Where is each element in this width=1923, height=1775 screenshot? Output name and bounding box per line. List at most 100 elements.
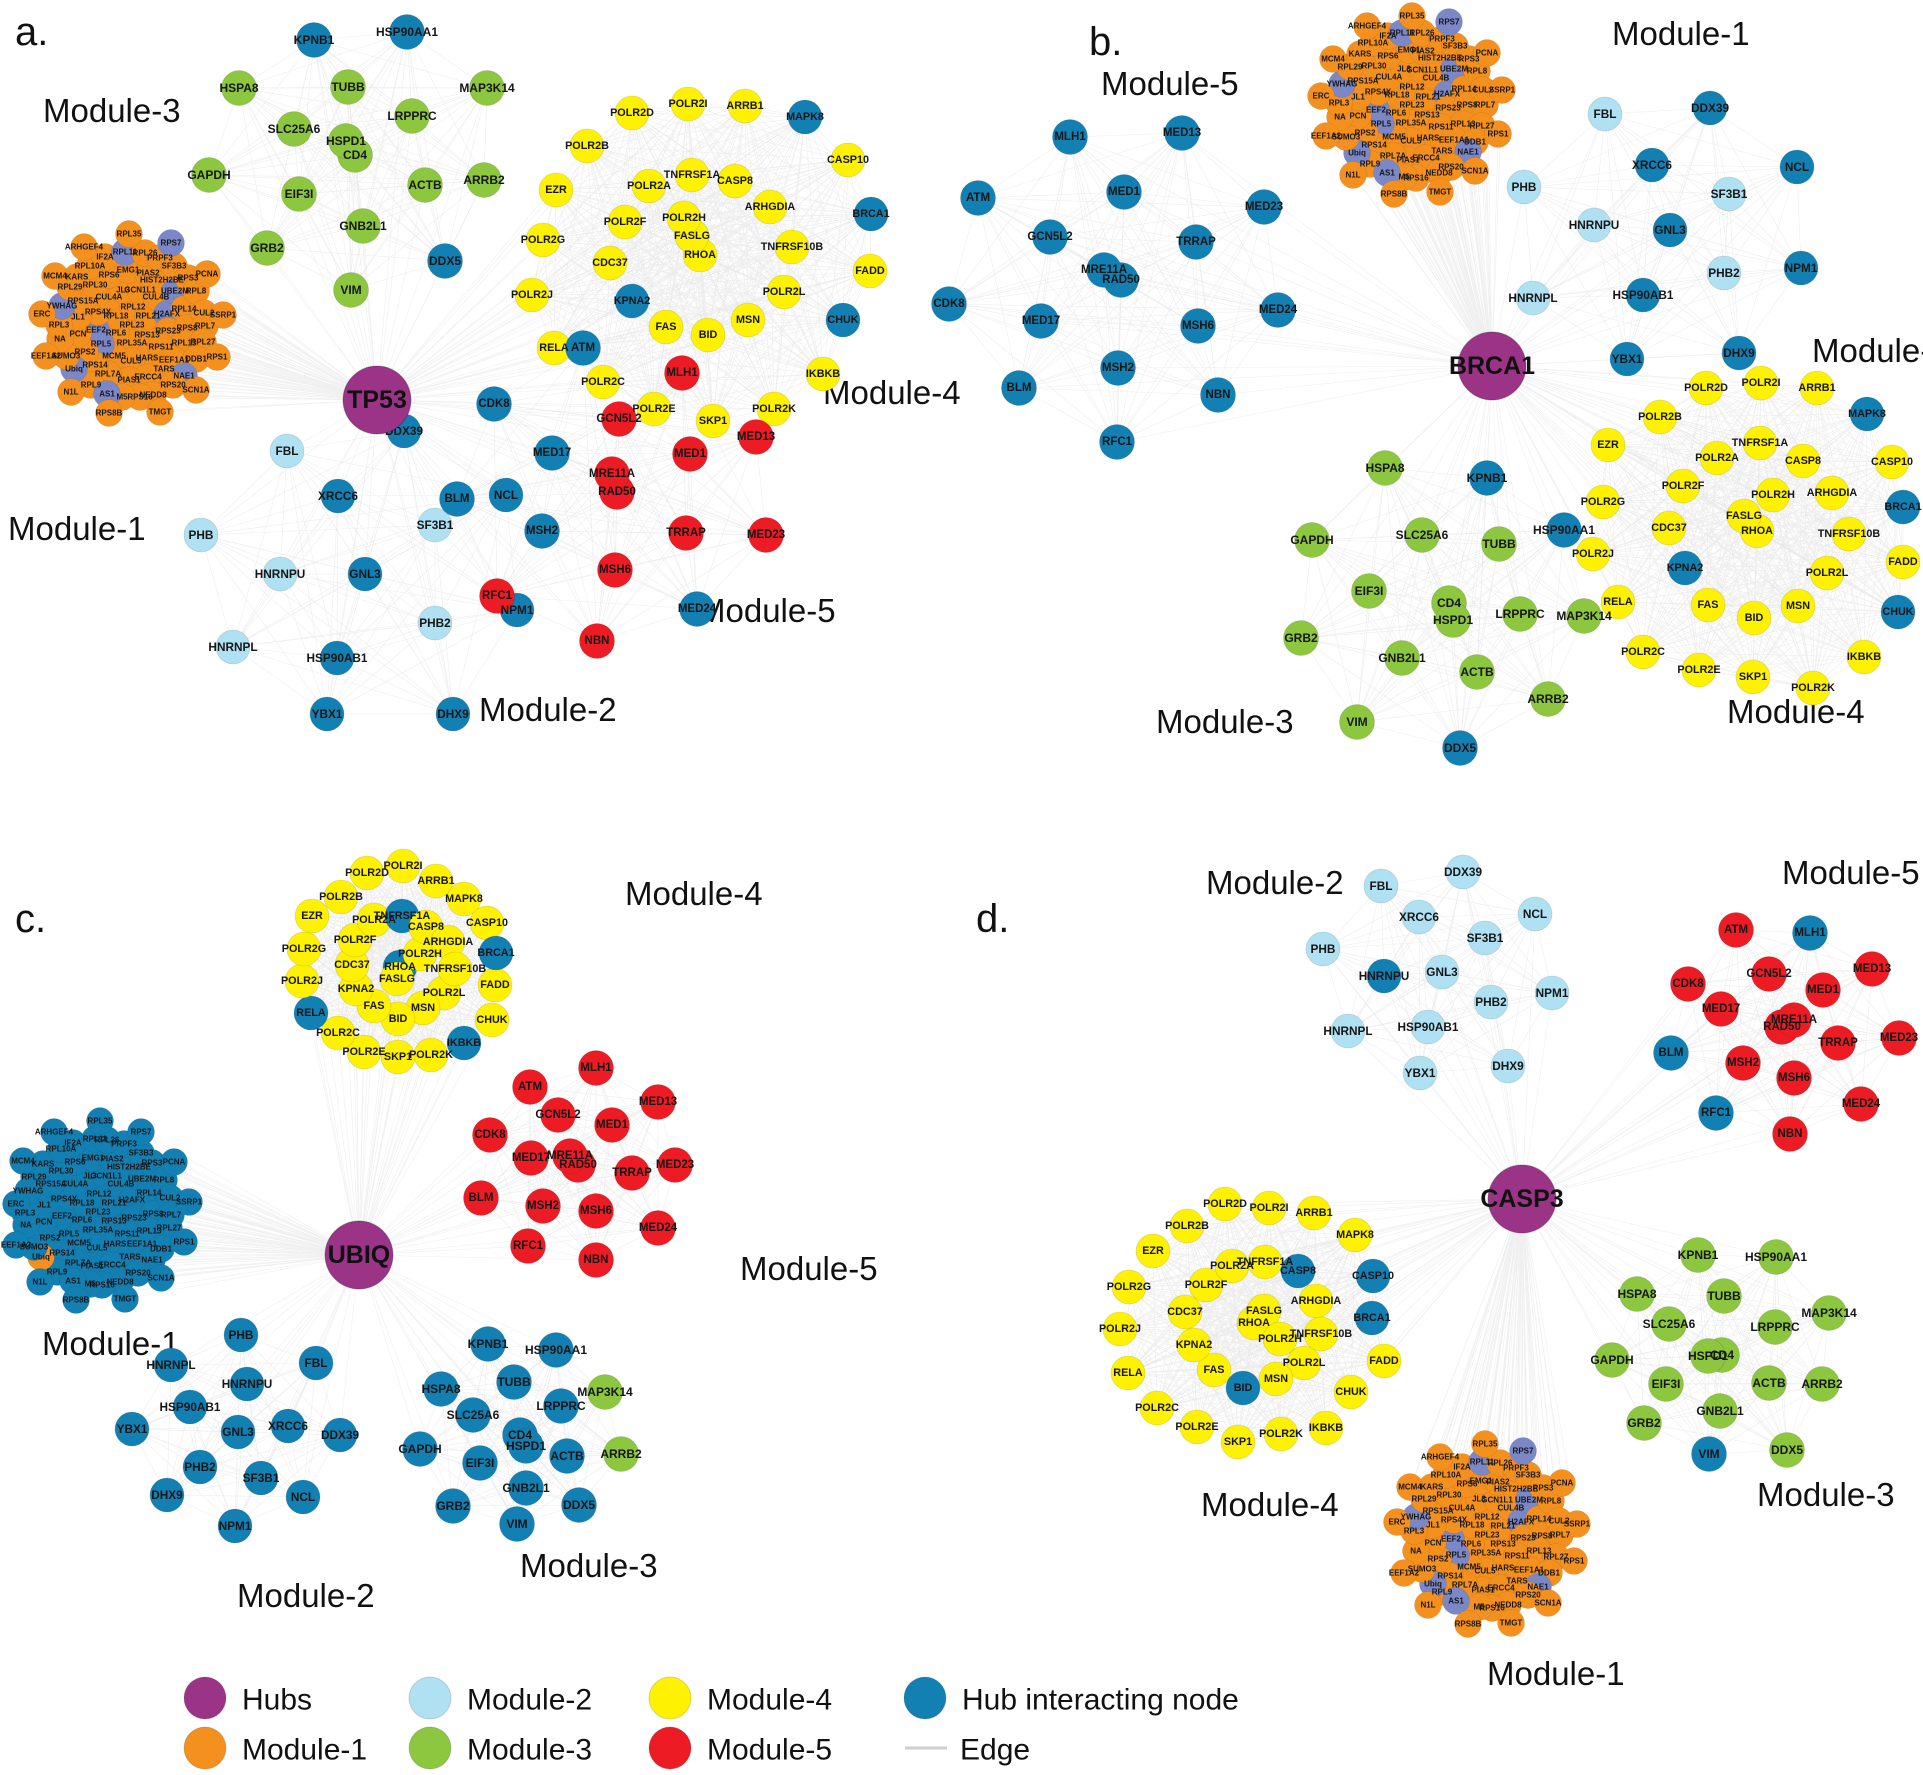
svg-text:RPL9: RPL9 [1360, 160, 1381, 169]
svg-text:RPS14: RPS14 [49, 1249, 75, 1258]
svg-text:RPL27: RPL27 [157, 1224, 182, 1233]
svg-text:CASP8: CASP8 [408, 921, 444, 933]
svg-text:KPNB1: KPNB1 [468, 1337, 509, 1351]
svg-text:RPL12: RPL12 [87, 1190, 112, 1199]
svg-text:SCN1A: SCN1A [182, 386, 209, 395]
svg-text:XRCC6: XRCC6 [1632, 158, 1672, 172]
svg-text:PHB: PHB [189, 528, 214, 542]
svg-text:AS1: AS1 [1379, 169, 1395, 178]
svg-text:POLR2D: POLR2D [1684, 382, 1728, 394]
svg-text:NA: NA [1334, 113, 1346, 122]
svg-text:GNB2L1: GNB2L1 [339, 219, 387, 233]
svg-text:CD4: CD4 [1437, 596, 1461, 610]
svg-text:VIM: VIM [340, 283, 361, 297]
svg-text:SF3B1: SF3B1 [1711, 187, 1748, 201]
svg-text:BID: BID [389, 1013, 408, 1025]
svg-text:ARRB2: ARRB2 [1527, 692, 1569, 706]
svg-text:NBN: NBN [584, 1254, 609, 1266]
svg-text:M5: M5 [84, 1280, 96, 1289]
svg-text:ERCC4: ERCC4 [134, 373, 162, 382]
svg-text:CDK8: CDK8 [933, 298, 965, 310]
svg-text:RPL9: RPL9 [47, 1268, 68, 1277]
svg-text:TRRAP: TRRAP [1176, 236, 1216, 248]
svg-text:MRE11A: MRE11A [589, 468, 635, 480]
svg-text:PCN: PCN [1350, 112, 1367, 121]
svg-text:EZR: EZR [301, 910, 323, 922]
svg-text:YBX1: YBX1 [117, 1422, 148, 1436]
svg-text:GAPDH: GAPDH [1290, 533, 1333, 547]
svg-text:KARS: KARS [66, 273, 89, 282]
svg-text:YWHAG: YWHAG [47, 302, 78, 311]
svg-text:SF3B3: SF3B3 [1443, 42, 1468, 51]
svg-text:MSN: MSN [1786, 600, 1810, 612]
svg-text:FAS: FAS [364, 1000, 385, 1012]
svg-text:ARHGDIA: ARHGDIA [745, 201, 796, 213]
svg-text:RPL7: RPL7 [161, 1211, 182, 1220]
svg-text:ARRB1: ARRB1 [1798, 382, 1835, 394]
svg-text:PHB2: PHB2 [1708, 266, 1740, 280]
svg-text:XRCC6: XRCC6 [318, 489, 358, 503]
svg-text:DDX5: DDX5 [1444, 741, 1476, 755]
svg-text:ERC: ERC [1313, 92, 1330, 101]
svg-text:POLR2K: POLR2K [752, 403, 796, 415]
svg-text:TMGT: TMGT [1429, 188, 1452, 197]
svg-text:NPM1: NPM1 [1785, 261, 1818, 275]
svg-text:CASP10: CASP10 [1871, 456, 1913, 468]
svg-text:MED24: MED24 [639, 1222, 678, 1234]
svg-text:GCN5L2: GCN5L2 [535, 1109, 580, 1121]
svg-text:POLR2E: POLR2E [342, 1046, 385, 1058]
svg-text:SKP1: SKP1 [384, 1051, 412, 1063]
svg-text:PCNA: PCNA [196, 270, 219, 279]
svg-text:RHOA: RHOA [384, 961, 416, 973]
svg-text:TRRAP: TRRAP [612, 1167, 652, 1179]
svg-text:HSP90AB1: HSP90AB1 [307, 651, 368, 665]
svg-text:EIF3I: EIF3I [285, 187, 314, 201]
svg-text:Module-4: Module-4 [1201, 1486, 1339, 1523]
svg-text:MCM5: MCM5 [67, 1239, 91, 1248]
svg-text:N1L: N1L [1345, 171, 1360, 180]
svg-text:Ubiq: Ubiq [32, 1253, 50, 1262]
svg-text:HIST2H2BE: HIST2H2BE [1418, 54, 1463, 63]
svg-text:MSH6: MSH6 [580, 1205, 612, 1217]
svg-text:POLR2A: POLR2A [627, 180, 671, 192]
svg-text:MLH1: MLH1 [666, 367, 698, 379]
svg-text:YBX1: YBX1 [1612, 352, 1643, 366]
svg-text:TMGT: TMGT [149, 408, 172, 417]
svg-text:DDB1: DDB1 [1464, 138, 1486, 147]
svg-text:ATM: ATM [966, 192, 990, 204]
svg-text:UBE2M: UBE2M [1440, 65, 1468, 74]
svg-text:SF3B3: SF3B3 [129, 1149, 154, 1158]
svg-text:RPL7A: RPL7A [1380, 152, 1406, 161]
svg-text:YWHAG: YWHAG [13, 1187, 44, 1196]
svg-text:GRB2: GRB2 [250, 241, 284, 255]
svg-text:HSP90AA1: HSP90AA1 [376, 25, 438, 39]
svg-text:KARS: KARS [1349, 50, 1372, 59]
svg-text:CD4: CD4 [343, 148, 367, 162]
svg-text:Module-1: Module-1 [1612, 15, 1750, 52]
svg-text:KPNA2: KPNA2 [614, 295, 651, 307]
svg-text:RFC1: RFC1 [1102, 436, 1133, 448]
svg-text:RPL9: RPL9 [81, 381, 102, 390]
svg-text:PHB2: PHB2 [419, 616, 451, 630]
svg-text:BRCA1: BRCA1 [477, 947, 514, 959]
svg-text:RPS4X: RPS4X [85, 308, 112, 317]
svg-text:SSRP1: SSRP1 [176, 1198, 203, 1207]
svg-text:FADD: FADD [855, 265, 885, 277]
svg-text:d.: d. [976, 897, 1009, 941]
svg-text:FADD: FADD [480, 979, 510, 991]
svg-text:SF3B1: SF3B1 [417, 518, 454, 532]
svg-text:MCM5: MCM5 [102, 352, 126, 361]
svg-text:CDK8: CDK8 [478, 398, 510, 410]
svg-text:CASP8: CASP8 [717, 175, 753, 187]
svg-text:DHX9: DHX9 [151, 1488, 183, 1502]
svg-text:Ubiq: Ubiq [1348, 149, 1366, 158]
svg-text:M5: M5 [116, 393, 128, 402]
svg-text:MED13: MED13 [639, 1096, 677, 1108]
svg-text:MLH1: MLH1 [580, 1062, 612, 1074]
svg-text:DDX5: DDX5 [429, 254, 461, 268]
svg-text:Module-2: Module-2 [1812, 332, 1923, 369]
svg-text:FBL: FBL [1594, 107, 1617, 121]
svg-text:N1L: N1L [32, 1278, 47, 1287]
svg-text:MAP3K14: MAP3K14 [459, 81, 515, 95]
svg-text:ACTB: ACTB [1460, 665, 1494, 679]
